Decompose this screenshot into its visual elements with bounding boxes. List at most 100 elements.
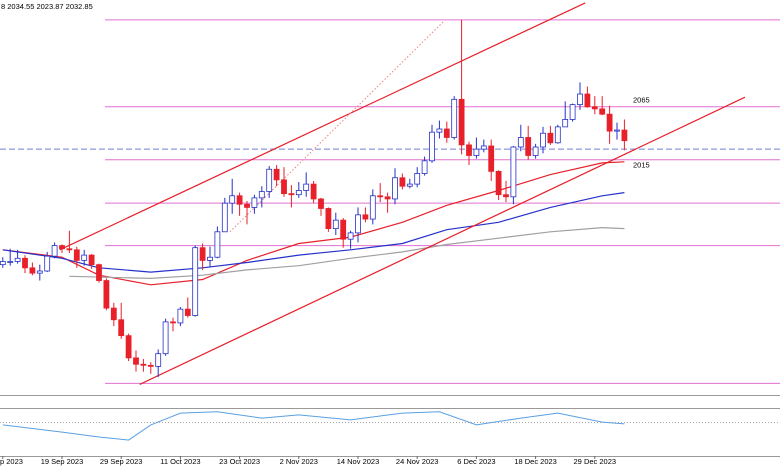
x-tick-label: 29 Sep 2023	[100, 457, 143, 466]
candle-body	[66, 248, 73, 251]
candle-body	[133, 357, 139, 365]
candle-body	[480, 145, 487, 150]
candle-body	[347, 232, 354, 240]
candle-body	[473, 148, 480, 156]
candle-body	[399, 177, 406, 187]
x-tick-label: 24 Nov 2023	[396, 457, 439, 466]
candle-body	[369, 195, 376, 220]
moving-average	[2, 192, 625, 273]
candle-body	[436, 128, 443, 133]
candle-body	[599, 108, 606, 115]
candle-body	[384, 196, 391, 200]
candle-body	[192, 247, 199, 316]
x-tick-label: 6 Dec 2023	[457, 457, 495, 466]
candle-body	[7, 261, 14, 263]
level-label: 2015	[633, 161, 650, 170]
candle-body	[244, 203, 250, 208]
candle-body	[362, 214, 369, 220]
candle-body	[258, 191, 265, 199]
candle-body	[236, 195, 243, 205]
oscillator-pane	[2, 411, 625, 441]
level-label: 2065	[633, 96, 650, 105]
candle-body	[214, 231, 221, 258]
candle-body	[532, 146, 539, 156]
candle-body	[14, 257, 21, 262]
candle-body	[458, 98, 465, 146]
candle-body	[170, 321, 176, 324]
candle-body	[51, 245, 58, 257]
candle-body	[29, 267, 36, 274]
x-axis: p 2023 19 Sep 2023 29 Sep 2023 11 Oct 2023 2…	[0, 456, 616, 466]
candle-body	[503, 194, 509, 198]
x-tick-label: 2 Nov 2023	[280, 457, 318, 466]
candle-body	[414, 173, 421, 185]
candle-body	[147, 364, 154, 367]
candle-body	[73, 249, 80, 261]
candle-body	[614, 129, 620, 132]
trend-line	[139, 96, 746, 385]
candle-body	[510, 146, 517, 198]
candle-body	[266, 168, 273, 192]
candle-body	[221, 202, 228, 233]
candle-body	[377, 195, 384, 198]
candle-body	[36, 270, 43, 274]
candle-body	[340, 219, 347, 240]
candle-body	[495, 170, 502, 196]
candle-body	[569, 104, 576, 120]
candle-body	[96, 264, 102, 281]
main-pane: 2065 2015	[0, 2, 780, 385]
candle-body	[229, 195, 236, 204]
candle-body	[332, 219, 339, 230]
candle-body	[606, 113, 613, 132]
candle-body	[318, 198, 324, 209]
trend-line	[59, 2, 586, 251]
candle-body	[0, 261, 6, 266]
candle-body	[207, 256, 213, 261]
candle-body	[310, 183, 317, 200]
candle-body	[88, 254, 95, 266]
candle-body	[177, 308, 184, 324]
candle-body	[125, 335, 132, 359]
candle-body	[118, 319, 125, 337]
candle-body	[355, 214, 361, 234]
candle-body	[59, 245, 65, 250]
candle-body	[525, 137, 532, 156]
candle-body	[429, 131, 435, 162]
candle-body	[540, 132, 546, 148]
candle-body	[303, 183, 310, 191]
candle-body	[273, 168, 280, 181]
candle-body	[281, 179, 287, 195]
candle-body	[251, 197, 258, 208]
ohlc-header: 8 2034.55 2023.87 2032.85	[1, 2, 93, 11]
candle-body	[392, 177, 398, 200]
candle-body	[81, 254, 88, 261]
candle-body	[466, 144, 472, 156]
candle-body	[140, 363, 147, 366]
candle-body	[103, 280, 110, 309]
x-tick-label: 29 Dec 2023	[574, 457, 617, 466]
candle-body	[584, 93, 591, 108]
candle-body	[199, 247, 206, 261]
oscillator-line	[2, 411, 625, 441]
candle-body	[577, 93, 583, 106]
candle-body	[451, 98, 458, 138]
x-tick-label: 18 Dec 2023	[514, 457, 557, 466]
candle-body	[44, 255, 51, 272]
candle-body	[554, 126, 561, 144]
candle-body	[110, 307, 117, 321]
candle-body	[162, 321, 169, 355]
candle-body	[591, 106, 598, 110]
candle-body	[488, 145, 495, 172]
candle-body	[517, 137, 524, 148]
candle-body	[288, 193, 295, 196]
trend-line	[229, 21, 444, 233]
candle-body	[406, 183, 413, 187]
candle-body	[562, 119, 569, 128]
candle-body	[547, 132, 554, 144]
x-tick-label: 11 Oct 2023	[160, 457, 200, 466]
candle-body	[155, 353, 162, 367]
candle-body	[184, 308, 191, 316]
